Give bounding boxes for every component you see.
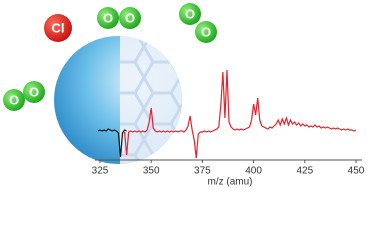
atom-label: O <box>185 6 195 21</box>
o-atom <box>119 7 141 29</box>
o-atom <box>23 81 45 103</box>
x-tick-label: 350 <box>143 166 160 177</box>
o-atom <box>97 7 119 29</box>
atom-label: O <box>29 84 39 99</box>
cl-atom <box>44 14 72 42</box>
spectrum-line <box>97 128 127 158</box>
x-tick-label: 325 <box>92 166 109 177</box>
atom-label: Cl <box>52 20 65 35</box>
o-atom <box>3 89 25 111</box>
spectrum-line <box>123 69 357 159</box>
x-axis-label: m/z (amu) <box>208 177 253 188</box>
x-tick-label: 400 <box>245 166 262 177</box>
atom-label: O <box>125 10 135 25</box>
x-tick-label: 450 <box>348 166 365 177</box>
atom-label: O <box>9 92 19 107</box>
x-tick-label: 375 <box>194 166 211 177</box>
atom-label: O <box>103 10 113 25</box>
x-tick-label: 425 <box>296 166 313 177</box>
o-atom <box>179 3 201 25</box>
graphic: Cl O O O O O O m/z (amu) 325 350 375 400 425… <box>3 3 365 188</box>
atom-label: O <box>201 24 211 39</box>
o-atom <box>195 21 217 43</box>
